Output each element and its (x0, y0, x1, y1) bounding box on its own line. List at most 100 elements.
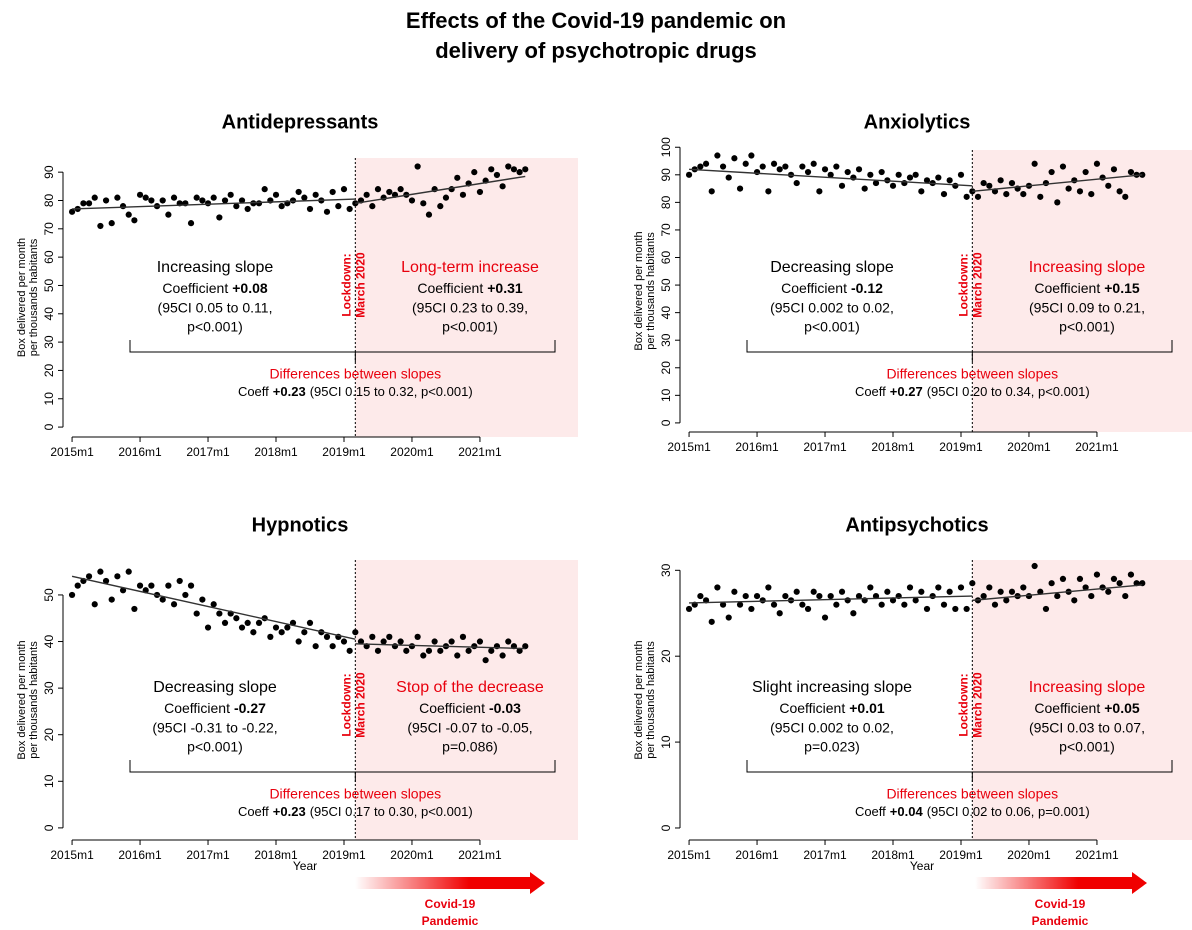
data-point (986, 182, 993, 189)
data-point (323, 208, 331, 215)
y-tick-label: 20 (659, 649, 673, 663)
data-point (516, 647, 523, 654)
lockdown-label: March 2020 (970, 672, 984, 738)
data-point (1003, 597, 1010, 604)
data-point (884, 588, 891, 595)
y-tick-label: 20 (42, 363, 56, 377)
x-tick-label: 2018m1 (254, 848, 298, 862)
x-tick-label: 2017m1 (803, 440, 847, 454)
data-point (827, 171, 834, 178)
data-point (131, 217, 138, 224)
data-point (719, 163, 727, 170)
y-tick-label: 30 (659, 563, 673, 577)
data-point (408, 197, 416, 204)
data-point (697, 163, 704, 170)
data-point (685, 171, 693, 178)
annotation-p: p=0.023) (804, 739, 860, 755)
data-point (1020, 191, 1027, 198)
pandemic-period (972, 150, 1192, 432)
data-point (957, 584, 965, 591)
data-point (969, 580, 976, 587)
data-point (284, 624, 291, 631)
data-point (918, 588, 925, 595)
data-point (80, 200, 87, 207)
data-point (1071, 177, 1078, 184)
data-point (431, 638, 438, 645)
y-tick-label: 50 (42, 278, 56, 292)
y-tick-label: 40 (659, 306, 673, 320)
data-point (301, 194, 308, 201)
data-point (1037, 193, 1044, 200)
x-tick-label: 2021m1 (1075, 848, 1119, 862)
data-point (1122, 592, 1129, 600)
data-point (119, 203, 127, 210)
data-point (997, 588, 1004, 595)
difference-coefficient: Coeff +0.27 (95CI 0.20 to 0.34, p<0.001) (855, 384, 1090, 399)
annotation-coefficient: Coefficient -0.03 (419, 700, 521, 716)
data-point (210, 601, 217, 608)
data-point (68, 591, 76, 599)
y-tick-label: 0 (659, 419, 673, 426)
x-tick-label: 2019m1 (322, 445, 366, 459)
x-tick-label: 2015m1 (667, 440, 711, 454)
data-point (346, 205, 353, 213)
y-axis-label: per thousands habitants (28, 641, 40, 759)
data-point (221, 619, 229, 626)
data-point (295, 188, 302, 196)
data-point (476, 188, 484, 196)
data-point (776, 166, 783, 173)
data-point (878, 601, 885, 608)
data-point (1076, 575, 1084, 582)
annotation-heading: Decreasing slope (153, 679, 277, 696)
data-point (844, 597, 851, 604)
coefficient-value: +0.31 (487, 280, 523, 296)
data-point (731, 588, 738, 595)
y-tick-label: 20 (42, 728, 56, 742)
x-tick-label: 2019m1 (939, 440, 983, 454)
data-point (204, 624, 212, 631)
coefficient-value: -0.27 (234, 700, 266, 716)
y-tick-label: 70 (659, 223, 673, 237)
data-point (301, 629, 308, 636)
x-tick-label: 2018m1 (254, 445, 298, 459)
pandemic-label: Pandemic (1032, 914, 1089, 928)
data-point (793, 179, 800, 187)
difference-ci: (95CI 0.20 to 0.34, p<0.001) (927, 384, 1090, 399)
data-point (753, 168, 761, 176)
data-point (102, 577, 110, 585)
data-point (867, 584, 874, 591)
data-point (420, 200, 427, 207)
data-point (827, 592, 834, 600)
annotation-heading: Increasing slope (157, 259, 274, 276)
annotation-heading: Increasing slope (1029, 259, 1146, 276)
annotation-coefficient: Coefficient +0.05 (1034, 700, 1140, 716)
data-point (957, 171, 965, 178)
difference-coefficient: Coeff +0.23 (95CI 0.17 to 0.30, p<0.001) (238, 804, 473, 819)
y-tick-label: 10 (42, 774, 56, 788)
data-point (736, 601, 744, 608)
bracket (746, 340, 1173, 362)
difference-coefficient: Coeff +0.04 (95CI 0.02 to 0.06, p=0.001) (855, 804, 1090, 819)
trend-line (355, 643, 526, 650)
data-point (804, 605, 812, 613)
data-point (782, 163, 789, 170)
x-tick-label: 2018m1 (871, 440, 915, 454)
coefficient-text: Coefficient (417, 280, 483, 296)
data-point (935, 584, 942, 591)
data-point (505, 638, 512, 645)
data-point (799, 163, 806, 170)
data-point (1082, 584, 1089, 591)
y-tick-label: 80 (42, 193, 56, 207)
lockdown-label: March 2020 (353, 252, 367, 318)
annotation-heading: Decreasing slope (770, 259, 894, 276)
data-point (329, 643, 336, 650)
data-point (946, 588, 953, 595)
coefficient-text: Coefficient (1034, 280, 1100, 296)
data-point (414, 633, 421, 640)
data-point (312, 191, 319, 198)
y-axis-label: Box delivered per month (633, 231, 645, 350)
data-point (782, 592, 789, 600)
annotation-p: p=0.086) (442, 739, 498, 755)
data-point (369, 633, 376, 640)
x-tick-label: 2017m1 (186, 848, 230, 862)
